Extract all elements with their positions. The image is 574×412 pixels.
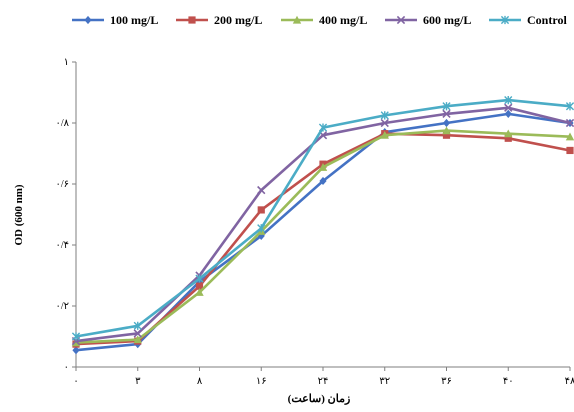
data-point [500, 15, 510, 25]
data-point [318, 163, 328, 171]
y-axis-label: OD (600 nm) [13, 184, 25, 245]
data-point [504, 109, 512, 118]
data-point [442, 131, 451, 139]
data-point [257, 185, 266, 195]
data-point [71, 332, 81, 341]
legend-item: Control [489, 13, 567, 27]
data-point [133, 321, 142, 330]
data-point [133, 335, 142, 344]
x-tick-label: ۳ [135, 376, 141, 387]
y-tick-label: ۰ [64, 362, 69, 373]
y-tick-label: ۰/۲ [55, 301, 69, 312]
series [71, 96, 574, 341]
data-point [257, 224, 266, 233]
legend-label: 100 mg/L [110, 13, 158, 27]
data-point [396, 15, 406, 25]
data-point [565, 118, 574, 128]
y-tick-label: ۰/۶ [55, 179, 69, 190]
series [71, 126, 574, 347]
data-point [133, 329, 142, 338]
data-point [318, 123, 328, 132]
data-point [504, 129, 513, 138]
data-point [442, 102, 451, 111]
y-tick-label: ۱ [64, 57, 69, 68]
series-line [75, 106, 571, 343]
legend-item: 600 mg/L [385, 13, 471, 27]
data-point [504, 103, 513, 112]
x-axis-label: زمان (ساعت) [288, 393, 351, 405]
data-point [504, 96, 513, 105]
data-point [72, 346, 80, 355]
x-tick-label: ۴۰ [503, 376, 514, 387]
data-point [380, 111, 389, 120]
legend-item: 100 mg/L [72, 13, 158, 27]
data-point [380, 131, 389, 139]
data-point [442, 118, 451, 128]
x-axis: ۰ ۳ ۸ ۱۶ ۲۴ ۳۲ ۳۶ ۴۰ ۴۸ [73, 366, 574, 387]
legend: 100 mg/L 200 mg/L 400 mg/L 600 mg/L Control [72, 13, 567, 27]
data-point [380, 118, 389, 128]
x-tick-label: ۲۴ [318, 376, 329, 387]
data-point [195, 288, 204, 296]
data-point [504, 134, 512, 142]
series-layer [71, 96, 574, 355]
data-point [566, 146, 574, 155]
x-tick-label: ۳۲ [379, 376, 390, 387]
x-tick-label: ۸ [197, 376, 203, 387]
data-point [195, 274, 204, 283]
data-point [319, 176, 327, 186]
data-point [257, 206, 265, 214]
data-point [188, 16, 196, 24]
legend-label: 200 mg/L [214, 13, 262, 27]
data-point [442, 126, 451, 135]
data-point [565, 132, 574, 141]
y-tick-label: ۰/۸ [55, 118, 69, 129]
x-tick-label: ۴۸ [565, 376, 574, 387]
legend-item: 400 mg/L [281, 13, 367, 27]
x-tick-label: ۱۶ [256, 376, 267, 387]
legend-label: 400 mg/L [319, 13, 367, 27]
series [72, 130, 574, 348]
data-point [565, 102, 574, 111]
data-point [84, 15, 92, 25]
y-axis: ۰ ۰/۲ ۰/۴ ۰/۶ ۰/۸ ۱ [55, 57, 77, 373]
y-tick-label: ۰/۴ [55, 240, 69, 251]
x-tick-label: ۰ [73, 376, 78, 387]
legend-label: Control [527, 13, 567, 27]
data-point [195, 282, 204, 290]
series [71, 103, 574, 346]
data-point [442, 109, 451, 119]
x-tick-label: ۳۶ [441, 376, 452, 387]
legend-label: 600 mg/L [423, 13, 471, 27]
data-point [292, 15, 302, 24]
legend-item: 200 mg/L [176, 13, 262, 27]
